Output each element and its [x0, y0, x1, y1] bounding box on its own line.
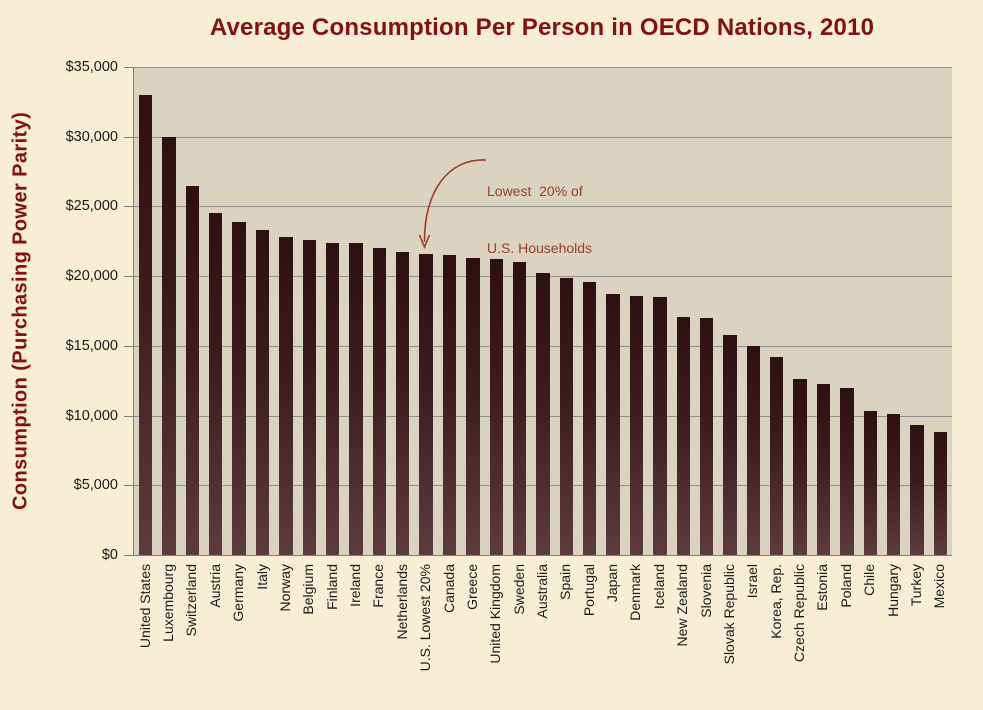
bar [349, 243, 363, 555]
bar [559, 277, 574, 555]
x-axis-label: Czech Republic [791, 564, 808, 663]
y-tick-label: $20,000 [65, 268, 118, 285]
bar [653, 297, 667, 555]
gridline [134, 206, 952, 208]
bar [840, 387, 854, 555]
bar [886, 414, 901, 555]
annotation-callout: Lowest 20% of U.S. Households [487, 144, 592, 296]
y-tick-label: $0 [101, 547, 118, 563]
x-axis-label: France [370, 564, 387, 608]
y-tick-label: $35,000 [65, 59, 118, 75]
x-axis-label: Japan [604, 564, 621, 603]
bar [209, 213, 223, 555]
x-axis-labels: United States Luxembourg Switzerland Austri… [133, 561, 951, 706]
bar [232, 221, 246, 555]
bar [512, 262, 527, 555]
x-axis-label: Australia [534, 564, 550, 619]
y-tick-label: $5,000 [73, 477, 118, 494]
x-axis-label: Belgium [300, 564, 317, 615]
bar [489, 259, 503, 555]
bar [933, 432, 947, 555]
bar [793, 379, 807, 555]
x-axis-label: Iceland [650, 564, 667, 610]
bar [536, 273, 550, 555]
x-axis-label: Ireland [347, 564, 364, 607]
bar [583, 281, 597, 555]
x-axis-label: Estonia [814, 564, 831, 611]
x-axis-label: Sweden [510, 564, 527, 615]
x-axis-label: Chile [861, 564, 878, 596]
bar [325, 242, 340, 555]
annotation-line-2: U.S. Households [487, 240, 593, 256]
x-axis-label: Greece [463, 564, 480, 610]
chart-title: Average Consumption Per Person in OECD N… [209, 14, 875, 41]
x-axis-label: Mexico [931, 564, 948, 609]
y-tick-mark [124, 345, 133, 347]
x-axis-label: Spain [557, 564, 574, 600]
bar [419, 253, 433, 555]
x-axis-label: Canada [440, 564, 457, 614]
x-axis-label: Hungary [884, 564, 901, 617]
x-axis-label: Denmark [627, 564, 644, 621]
x-axis-label: Israel [744, 564, 761, 599]
y-tick-mark [124, 206, 133, 208]
bar [162, 136, 176, 555]
x-axis-label: Germany [230, 564, 247, 622]
x-axis-label: Poland [837, 564, 854, 608]
x-axis-label: Switzerland [183, 564, 200, 637]
x-axis-label: Finland [323, 564, 340, 610]
x-axis-label: United States [136, 564, 153, 649]
y-tick-label: $25,000 [65, 198, 118, 215]
x-axis-label: Netherlands [393, 564, 410, 640]
x-axis-label: Slovenia [697, 564, 714, 618]
x-axis-label: U.S. Lowest 20% [417, 564, 434, 672]
plot-area [133, 67, 952, 556]
bar [676, 316, 690, 555]
y-tick-mark [124, 67, 133, 68]
y-tick-mark [124, 276, 133, 278]
annotation-line-1: Lowest 20% of [487, 183, 583, 199]
bar [138, 94, 153, 555]
bar [606, 294, 620, 555]
y-tick-mark [124, 555, 133, 556]
y-tick-label: $30,000 [65, 128, 118, 145]
x-axis-label: Korea, Rep. [767, 564, 784, 639]
bar [396, 252, 410, 555]
gridline [134, 136, 952, 138]
y-tick-mark [124, 415, 133, 417]
x-axis-label: New Zealand [674, 564, 691, 647]
bar [910, 425, 924, 555]
x-axis-label: Portugal [580, 564, 597, 617]
bar [770, 357, 784, 555]
x-axis-label: Slovak Republic [720, 564, 737, 665]
bar [442, 255, 457, 555]
bar [372, 248, 387, 555]
bar [746, 345, 761, 555]
x-axis-label: United Kingdom [487, 564, 504, 664]
y-tick-mark [124, 485, 133, 487]
bar [699, 317, 714, 555]
bar [863, 411, 877, 555]
bar [302, 239, 316, 555]
x-axis-label: Norway [276, 564, 293, 612]
bar [629, 295, 644, 555]
bar [466, 258, 480, 555]
bar [255, 230, 270, 555]
x-axis-label: Austria [206, 564, 223, 608]
y-tick-mark [124, 136, 133, 138]
y-tick-label: $10,000 [65, 407, 118, 424]
x-axis-label: Turkey [907, 564, 924, 607]
bar [185, 185, 200, 555]
bar [816, 383, 831, 555]
bar [279, 237, 293, 555]
x-axis-label: Luxembourg [160, 564, 177, 642]
x-axis-label: Italy [253, 564, 270, 590]
y-tick-label: $15,000 [65, 337, 118, 354]
bar [723, 334, 737, 555]
gridline [134, 67, 952, 68]
